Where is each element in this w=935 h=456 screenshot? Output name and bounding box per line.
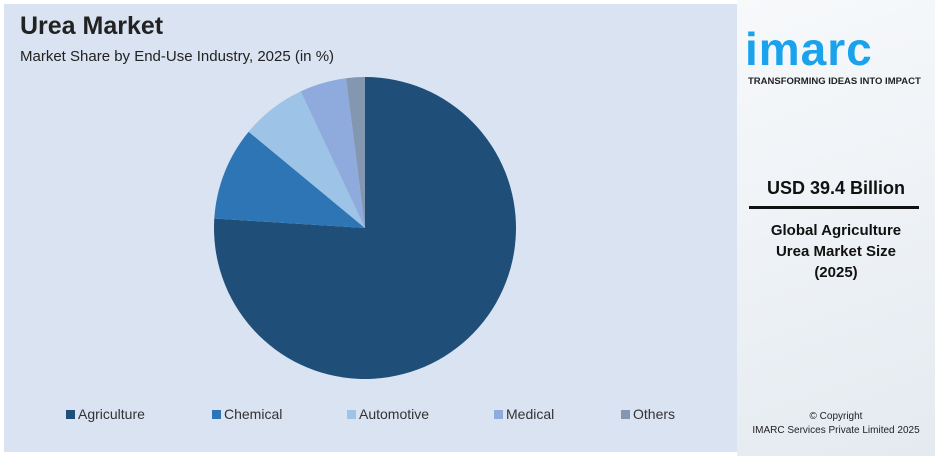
legend-label: Chemical (224, 406, 283, 422)
imarc-logo: imarc (745, 23, 873, 75)
tagline: TRANSFORMING IDEAS INTO IMPACT (748, 76, 921, 87)
legend-swatch (66, 409, 75, 419)
market-size-description: Global Agriculture Urea Market Size (202… (737, 220, 935, 283)
legend-swatch (347, 409, 356, 419)
desc-line: Global Agriculture (770, 222, 902, 239)
legend-label: Medical (506, 406, 555, 422)
legend-item-automotive: Automotive (347, 406, 429, 422)
market-size-value: USD 39.4 Billion (766, 178, 906, 198)
legend-item-medical: Medical (494, 406, 554, 422)
legend-swatch (621, 409, 630, 419)
desc-line: (2025) (814, 264, 858, 281)
pie-slice-medical (300, 78, 365, 229)
company-name: IMARC Services Private Limited 2025 (752, 425, 920, 436)
legend-label: Others (633, 406, 676, 422)
legend-item-agriculture: Agriculture (66, 406, 145, 422)
copyright: © Copyright IMARC Services Private Limit… (737, 410, 935, 438)
copyright-label: © Copyright (809, 411, 863, 422)
divider (749, 206, 919, 209)
info-sidebar: imarc TRANSFORMING IDEAS INTO IMPACT USD… (737, 0, 935, 456)
pie-slice-automotive (248, 91, 365, 228)
chart-title: Urea Market (20, 12, 164, 40)
legend-label: Automotive (359, 406, 430, 422)
legend-label: Agriculture (78, 406, 145, 422)
chart-panel: Urea Market Market Share by End-Use Indu… (4, 4, 737, 452)
legend-item-chemical: Chemical (212, 406, 282, 422)
legend-swatch (212, 409, 221, 419)
legend-swatch (494, 409, 503, 419)
desc-line: Urea Market Size (775, 243, 897, 260)
legend: Agriculture Chemical Automotive Medical Othe… (4, 406, 737, 426)
legend-item-others: Others (621, 406, 675, 422)
chart-subtitle: Market Share by End-Use Industry, 2025 (… (20, 48, 335, 65)
pie-slice-others (346, 77, 365, 228)
pie-chart (214, 77, 516, 379)
pie-slice-chemical (214, 131, 365, 228)
